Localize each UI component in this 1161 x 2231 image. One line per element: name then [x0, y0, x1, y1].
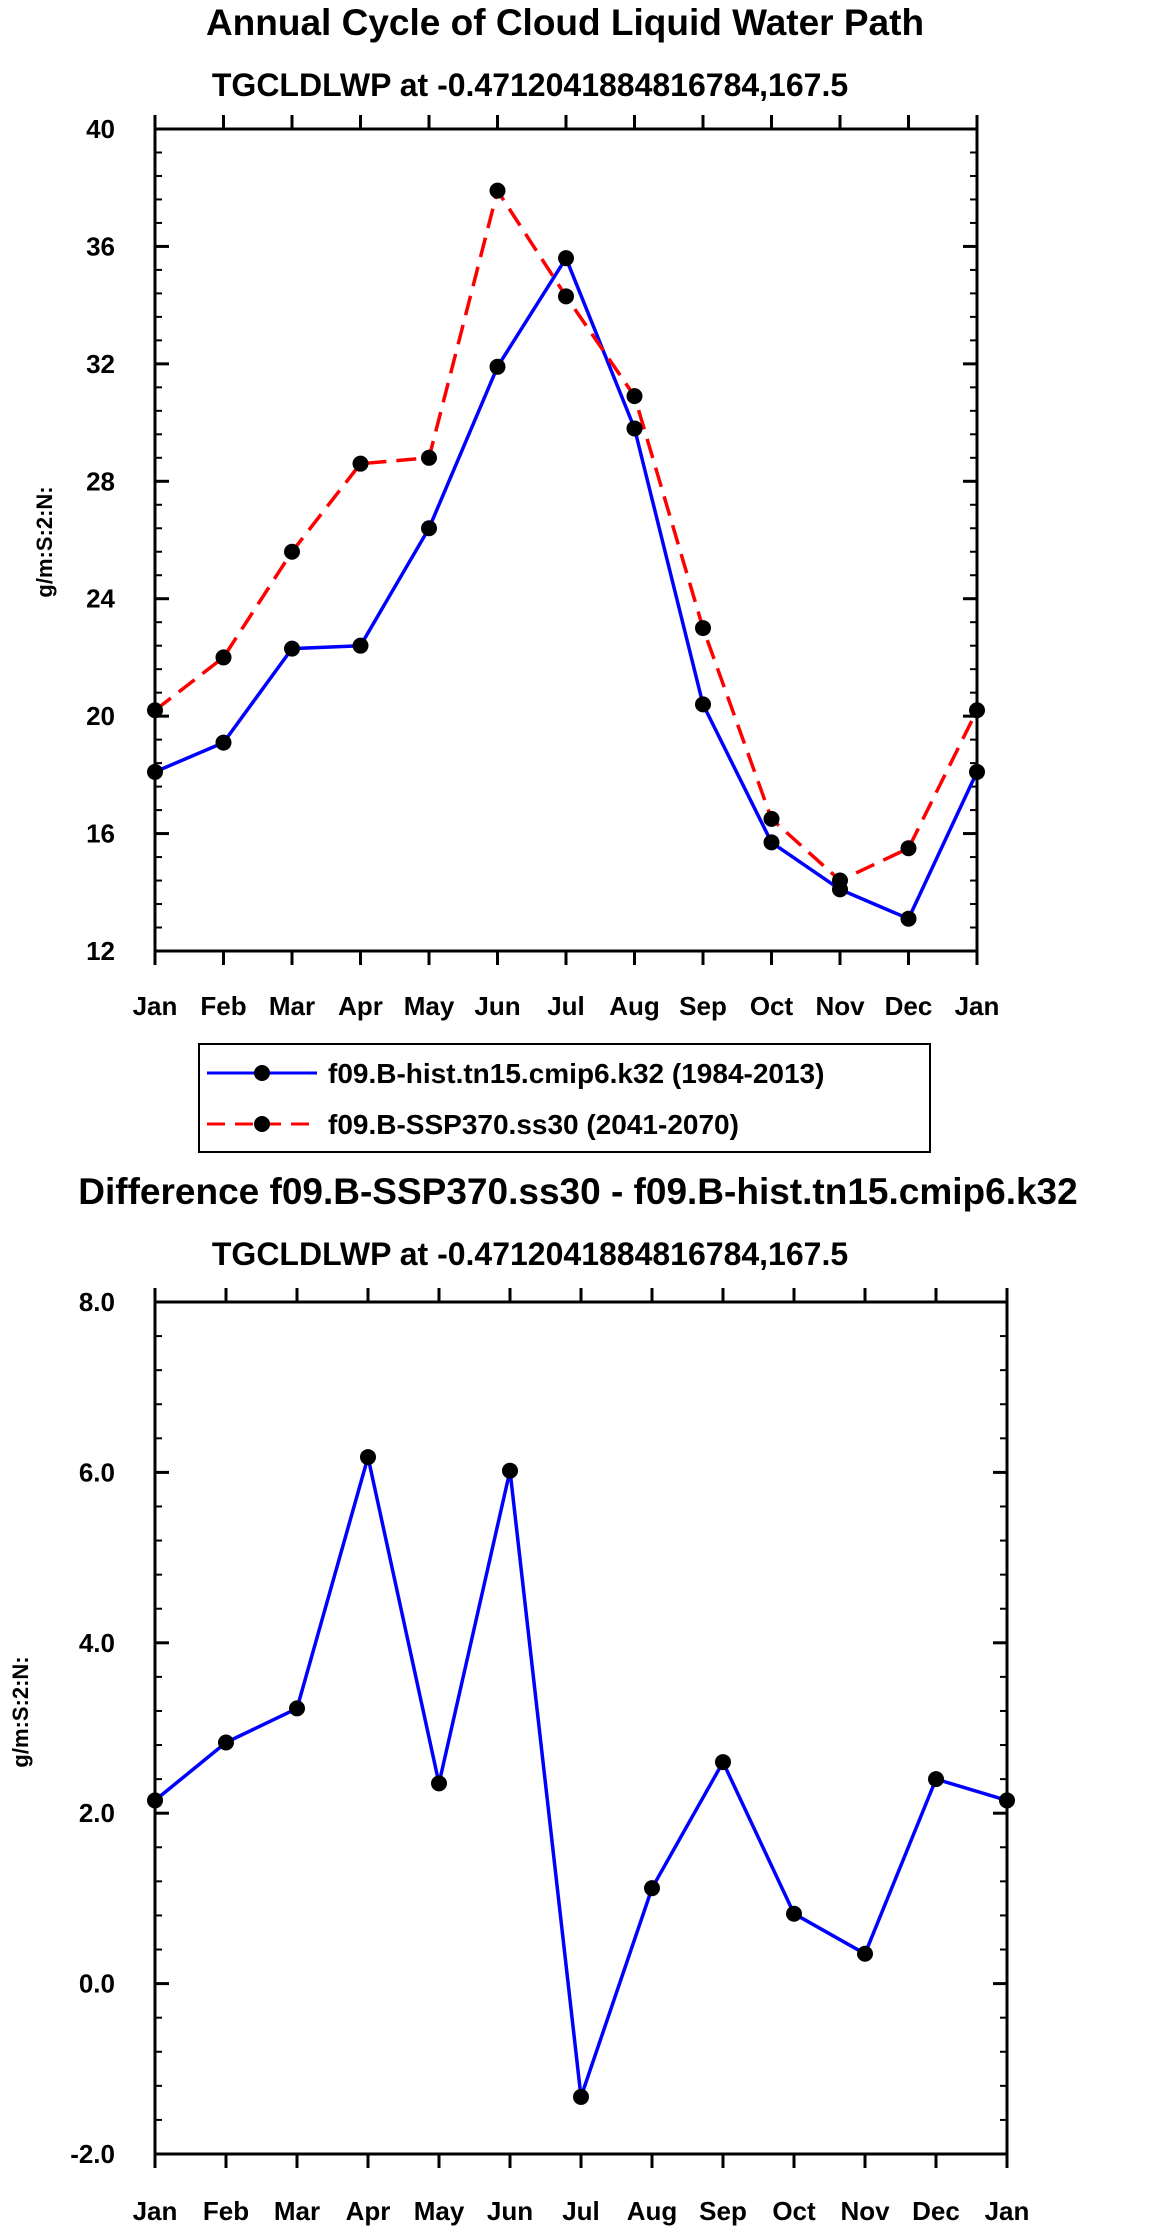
- x-tick-labels: Jan Feb Mar Apr May Jun Jul Aug Sep Oct Nov Dec Jan: [133, 2196, 1030, 2226]
- data-point: [352, 637, 369, 654]
- legend-marker-hist: [254, 1065, 270, 1081]
- x-tick-label: Jul: [547, 991, 585, 1021]
- x-tick-label: Jul: [562, 2196, 600, 2226]
- y-tick-label: 8.0: [79, 1287, 115, 1317]
- difference-chart: Difference f09.B-SSP370.ss30 - f09.B-his…: [8, 1171, 1078, 2226]
- data-point: [558, 288, 574, 305]
- data-point: [218, 1734, 234, 1751]
- data-point: [695, 696, 711, 713]
- data-point: [431, 1775, 447, 1792]
- y-tick-label: 12: [86, 936, 115, 966]
- x-tick-label: Jan: [985, 2196, 1030, 2226]
- plot-frame: [153, 127, 979, 953]
- data-point: [352, 455, 369, 472]
- x-tick-label: Apr: [338, 991, 383, 1021]
- y-tick-label: -2.0: [70, 2139, 115, 2169]
- data-point: [573, 2088, 589, 2105]
- x-tick-label: Oct: [750, 991, 794, 1021]
- data-point: [360, 1449, 376, 1466]
- legend-box: [198, 1043, 931, 1153]
- x-tick-labels: Jan Feb Mar Apr May Jun Jul Aug Sep Oct Nov Dec Jan: [133, 991, 1000, 1021]
- data-point: [626, 388, 643, 405]
- data-point: [626, 420, 643, 437]
- data-point: [421, 520, 437, 537]
- chart-title: Annual Cycle of Cloud Liquid Water Path: [206, 2, 924, 43]
- y-tick-label: 20: [86, 701, 115, 731]
- x-tick-label: May: [414, 2196, 465, 2226]
- data-point: [900, 910, 917, 927]
- data-point: [421, 449, 437, 466]
- legend-marker-ssp: [254, 1116, 270, 1132]
- x-tick-label: Apr: [346, 2196, 391, 2226]
- data-point: [928, 1771, 944, 1788]
- series-line: [154, 256, 979, 921]
- annual-cycle-chart: Annual Cycle of Cloud Liquid Water Path …: [32, 2, 1000, 1153]
- x-tick-label: Jan: [955, 991, 1000, 1021]
- plot-frame: [153, 1300, 1009, 2156]
- chart-subtitle: TGCLDLWP at -0.4712041884816784,167.5: [212, 67, 848, 103]
- data-point: [644, 1880, 660, 1897]
- chart-subtitle: TGCLDLWP at -0.4712041884816784,167.5: [212, 1236, 848, 1272]
- legend: f09.B-hist.tn15.cmip6.k32 (1984-2013) f0…: [198, 1043, 931, 1153]
- x-tick-label: Dec: [912, 2196, 960, 2226]
- data-point: [284, 543, 300, 560]
- x-tick-label: Sep: [699, 2196, 747, 2226]
- legend-label-hist: f09.B-hist.tn15.cmip6.k32 (1984-2013): [328, 1058, 824, 1089]
- y-axis-label: g/m:S:2:N:: [32, 486, 57, 597]
- x-tick-label: Jan: [133, 991, 178, 1021]
- y-tick-label: 4.0: [79, 1628, 115, 1658]
- data-point: [284, 640, 300, 657]
- data-point: [857, 1945, 873, 1962]
- x-tick-label: Mar: [269, 991, 315, 1021]
- x-tick-label: Sep: [679, 991, 727, 1021]
- data-point: [502, 1462, 518, 1479]
- data-point: [215, 649, 232, 666]
- x-tick-label: Feb: [200, 991, 246, 1021]
- data-point: [215, 734, 232, 751]
- axis-ticks: [153, 1288, 1009, 2168]
- axis-ticks: [153, 115, 979, 965]
- y-tick-label: 0.0: [79, 1969, 115, 1999]
- x-tick-label: Jun: [474, 991, 520, 1021]
- x-tick-label: May: [404, 991, 455, 1021]
- x-tick-label: Mar: [274, 2196, 320, 2226]
- x-tick-label: Nov: [840, 2196, 890, 2226]
- data-point: [763, 810, 780, 827]
- y-tick-label: 40: [86, 114, 115, 144]
- data-point: [489, 182, 506, 199]
- x-tick-label: Oct: [772, 2196, 816, 2226]
- data-point: [558, 250, 574, 267]
- x-tick-label: Nov: [815, 991, 865, 1021]
- x-tick-label: Jan: [133, 2196, 178, 2226]
- y-tick-labels: -2.0 0.0 2.0 4.0 6.0 8.0: [70, 1287, 115, 2169]
- series-group: [147, 182, 985, 927]
- y-tick-label: 6.0: [79, 1457, 115, 1487]
- data-point: [715, 1754, 731, 1771]
- y-tick-labels: 12 16 20 24 28 32 36 40: [86, 114, 115, 966]
- y-tick-label: 28: [86, 466, 115, 496]
- data-point: [289, 1700, 305, 1717]
- x-tick-label: Jun: [487, 2196, 533, 2226]
- data-point: [832, 872, 848, 889]
- data-point: [695, 620, 711, 637]
- legend-label-ssp: f09.B-SSP370.ss30 (2041-2070): [328, 1109, 739, 1140]
- data-point: [489, 358, 506, 375]
- x-tick-label: Aug: [627, 2196, 678, 2226]
- y-tick-label: 24: [86, 584, 115, 614]
- y-axis-label: g/m:S:2:N:: [8, 1656, 33, 1767]
- y-tick-label: 2.0: [79, 1798, 115, 1828]
- series-group: [147, 1449, 1015, 2105]
- data-point: [900, 840, 917, 857]
- y-tick-label: 32: [86, 349, 115, 379]
- data-point: [763, 834, 780, 851]
- series-line: [153, 1455, 1008, 2099]
- y-tick-label: 16: [86, 819, 115, 849]
- data-point: [786, 1905, 802, 1922]
- x-tick-label: Aug: [609, 991, 660, 1021]
- chart-title: Difference f09.B-SSP370.ss30 - f09.B-his…: [78, 1171, 1077, 1212]
- y-tick-label: 36: [86, 231, 115, 261]
- x-tick-label: Dec: [885, 991, 933, 1021]
- x-tick-label: Feb: [203, 2196, 249, 2226]
